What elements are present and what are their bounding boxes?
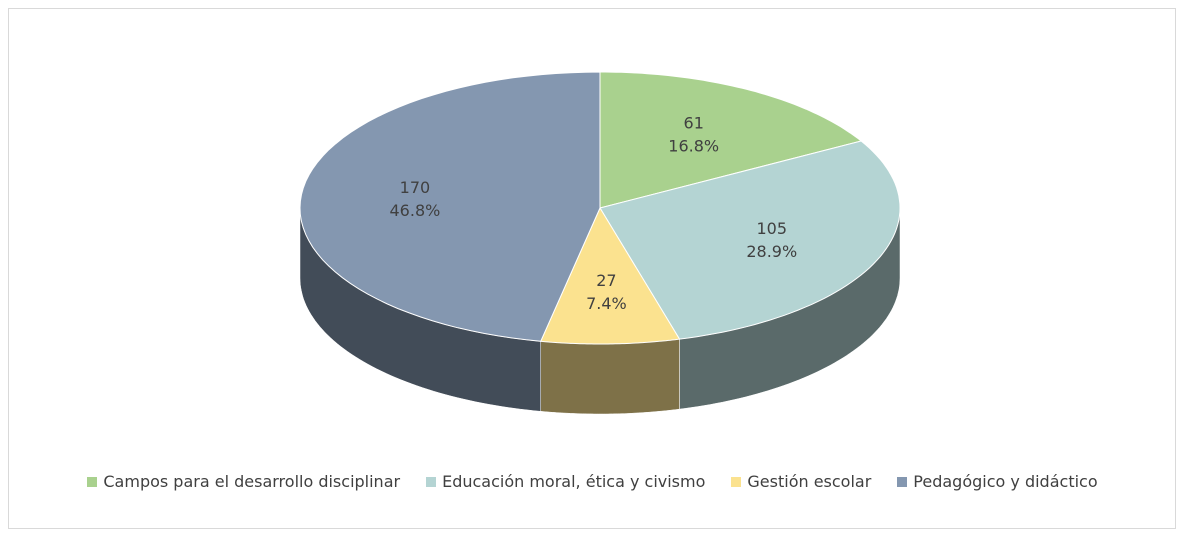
legend-label: Pedagógico y didáctico	[913, 472, 1098, 491]
legend-label: Educación moral, ética y civismo	[442, 472, 706, 491]
percent-label: 16.8%	[668, 137, 719, 156]
percent-label: 28.9%	[746, 242, 797, 261]
legend-swatch	[87, 476, 98, 487]
percent-label: 46.8%	[390, 201, 441, 220]
data-label: 27	[596, 271, 616, 290]
pie-slice	[599, 140, 901, 340]
legend-swatch	[897, 476, 908, 487]
legend-swatch	[426, 476, 437, 487]
legend-item: Gestión escolar	[731, 472, 871, 491]
legend-swatch	[731, 476, 742, 487]
legend-item: Educación moral, ética y civismo	[426, 472, 705, 491]
chart-frame	[8, 8, 1176, 529]
data-label: 170	[400, 178, 431, 197]
percent-label: 7.4%	[586, 294, 627, 313]
legend-item: Pedagógico y didáctico	[897, 472, 1098, 491]
legend-label: Gestión escolar	[747, 472, 872, 491]
pie-slice	[599, 71, 863, 209]
pie-slice	[539, 206, 681, 345]
legend-item: Campos para el desarrollo disciplinar	[87, 472, 400, 491]
legend: Campos para el desarrollo disciplinar Edu…	[0, 472, 1185, 491]
data-label: 61	[684, 114, 704, 133]
legend-label: Campos para el desarrollo disciplinar	[103, 472, 401, 491]
pie-side	[540, 338, 680, 415]
pie-slice	[299, 71, 601, 342]
data-label: 105	[756, 219, 787, 238]
